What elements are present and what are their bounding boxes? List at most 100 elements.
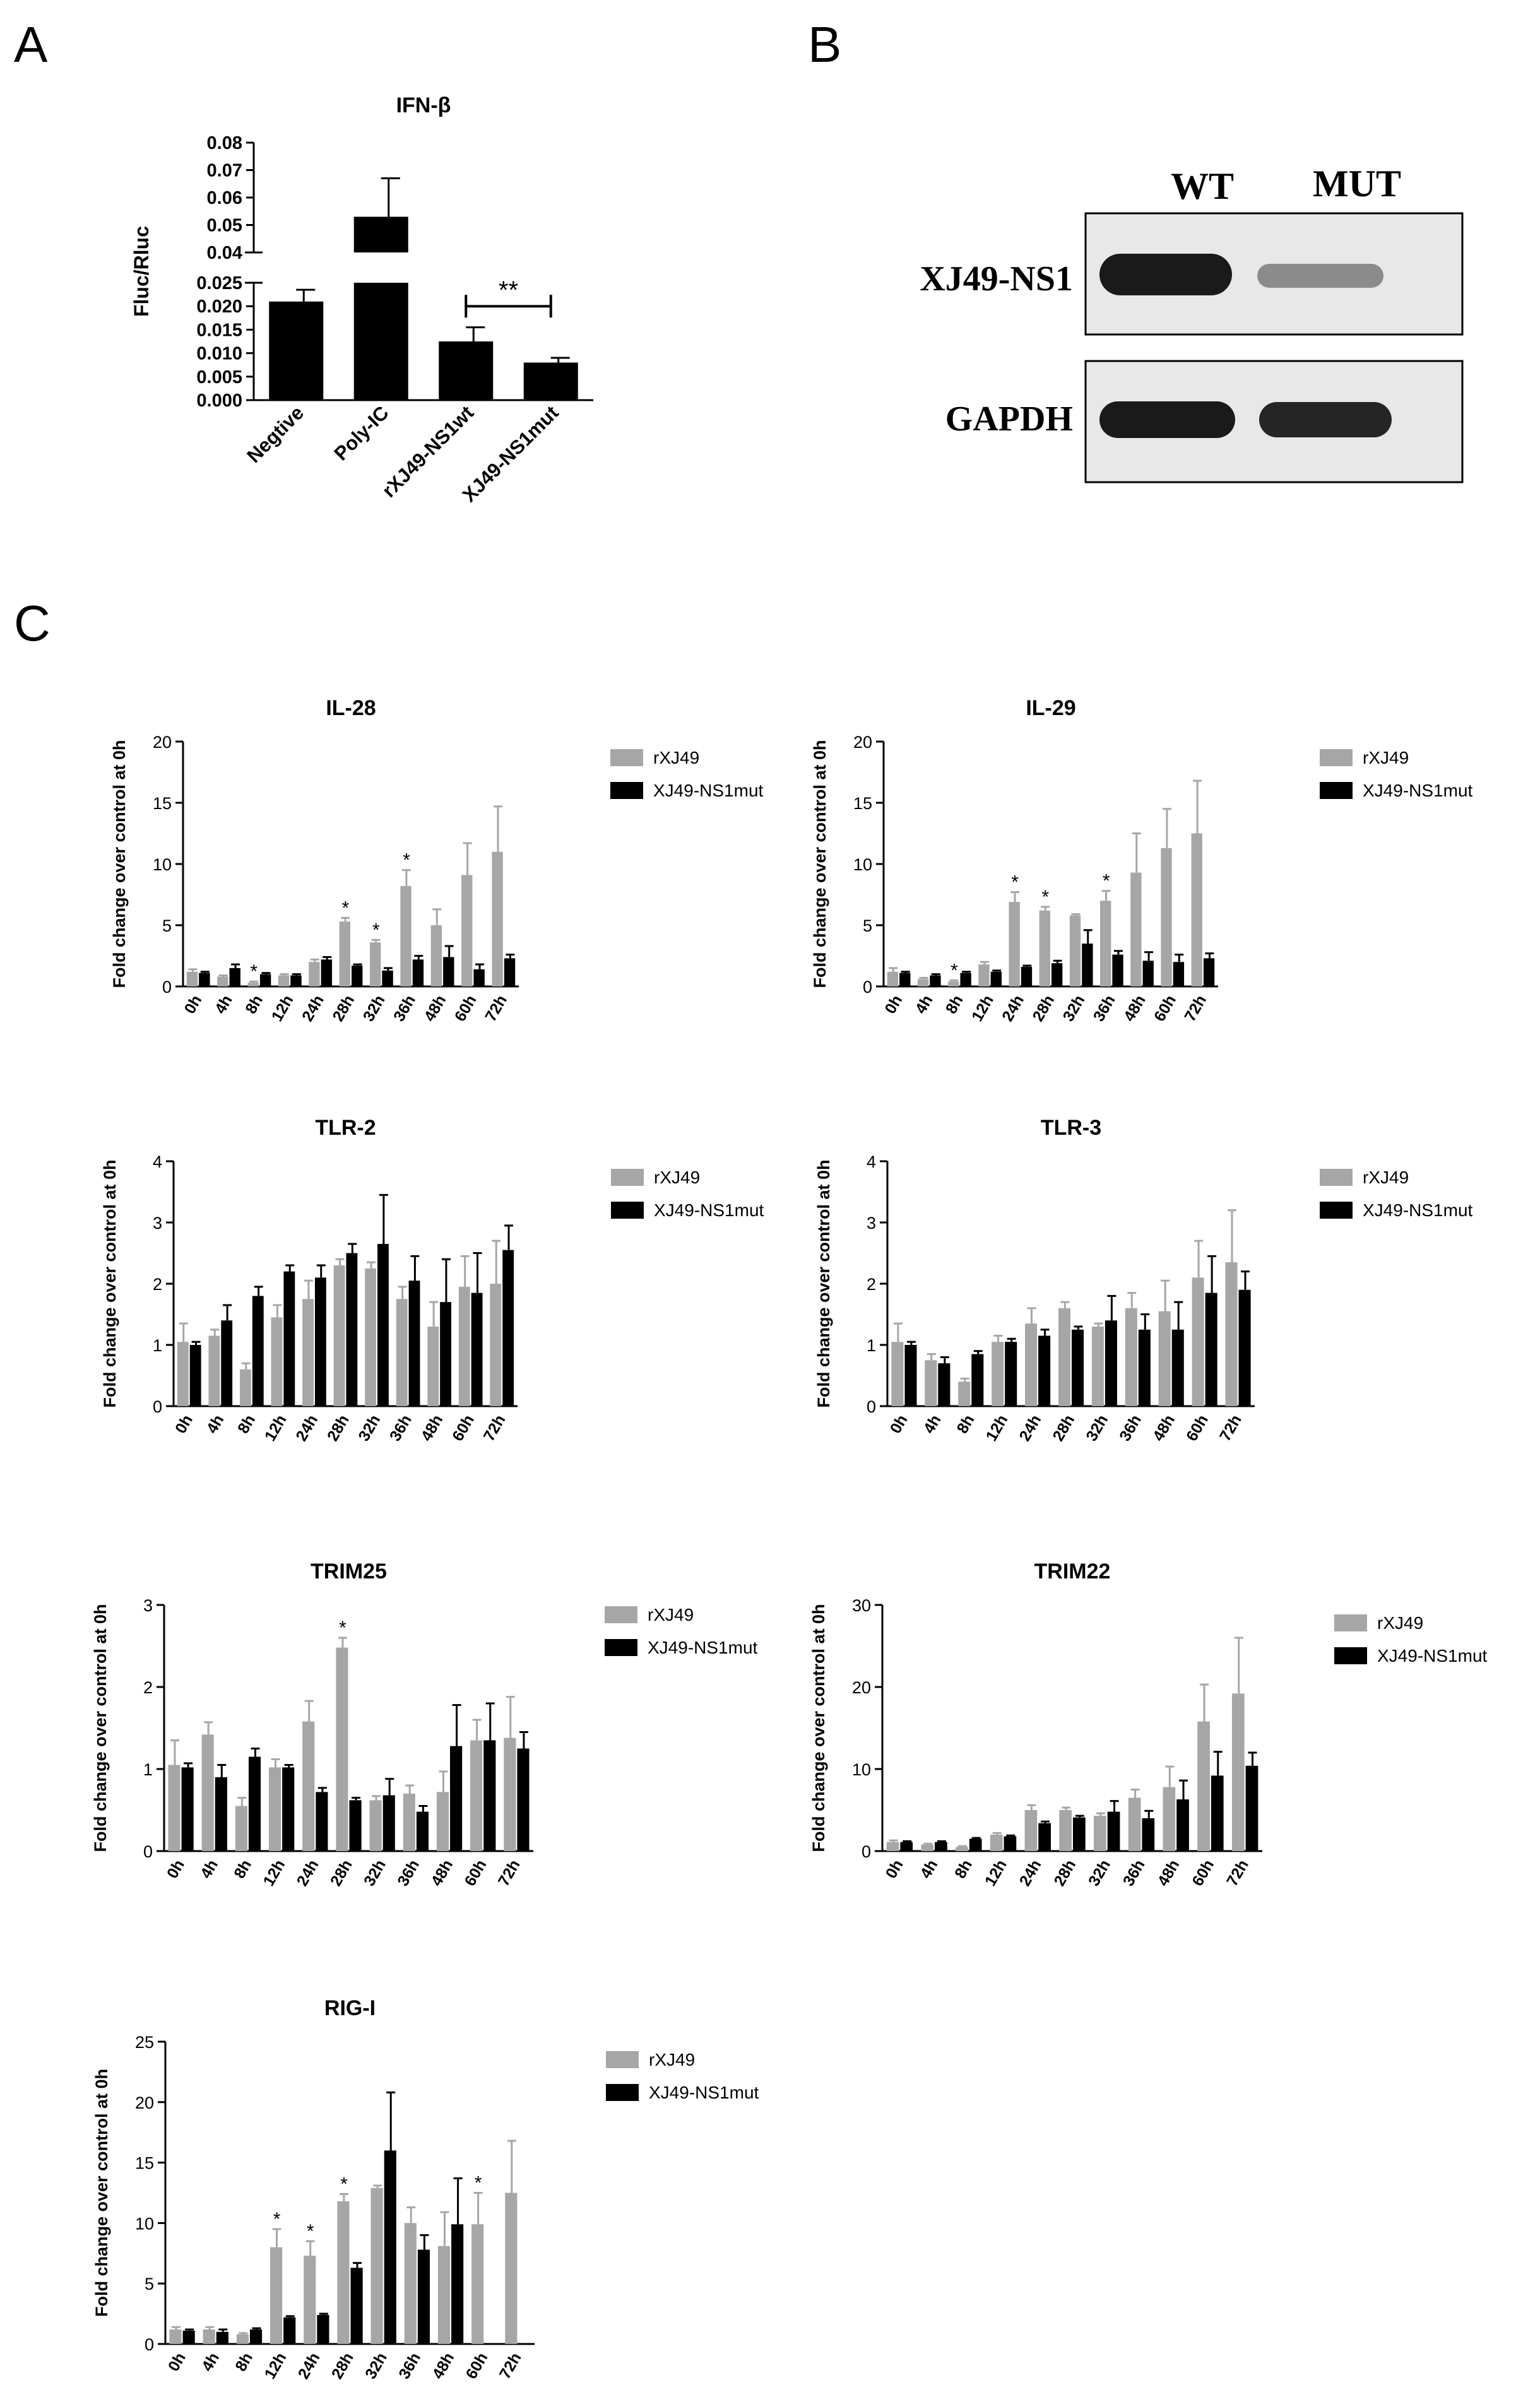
x-tick-label: 60h	[1183, 1412, 1212, 1444]
bar-rxj49	[958, 1382, 971, 1406]
bar-rxj49	[1130, 872, 1142, 986]
y-tick-label: 0.010	[196, 344, 242, 364]
y-tick-label: 15	[135, 2154, 154, 2173]
bar-ns1mut	[216, 2331, 228, 2344]
y-tick-label: 0	[863, 978, 872, 997]
bar-ns1mut	[960, 973, 971, 986]
legend-label-ns1mut: XJ49-NS1mut	[648, 1638, 758, 1657]
bar-rxj49	[504, 1737, 516, 1851]
significance-star: *	[1103, 871, 1110, 892]
x-tick-label: 8h	[232, 2350, 256, 2374]
x-tick-label: 60h	[1188, 1857, 1217, 1889]
y-tick-label: 30	[852, 1596, 871, 1615]
y-axis-label: Fluc/Rluc	[130, 226, 153, 317]
bar-rxj49	[1197, 1721, 1210, 1851]
x-tick-label: 12h	[983, 1412, 1012, 1444]
legend-label-rxj49: rXJ49	[1363, 1168, 1409, 1187]
x-tick-label: 24h	[292, 1412, 321, 1444]
legend-swatch-ns1mut	[1320, 782, 1353, 799]
x-tick-label: 24h	[295, 2350, 324, 2382]
bar-ns1mut	[990, 971, 1002, 986]
legend-label-rxj49: rXJ49	[653, 748, 699, 767]
bar-ns1mut	[384, 2150, 396, 2344]
bar-ns1mut	[412, 959, 424, 986]
legend-label-rxj49: rXJ49	[648, 1605, 694, 1625]
x-tick-label: 32h	[1060, 992, 1089, 1024]
y-tick-label: 5	[145, 2275, 154, 2293]
bar-rxj49	[336, 1647, 348, 1851]
x-tick-label: 36h	[1116, 1412, 1145, 1444]
panel-c-il28-chart: IL-28 Fold change over control at 0h 0 5 10 1…	[110, 696, 764, 1024]
blot-lane-label-mut: MUT	[1313, 163, 1401, 204]
bar-ns1mut	[346, 1253, 358, 1406]
bar-rxj49	[1191, 833, 1202, 986]
y-tick-label: 0.05	[207, 216, 242, 236]
panel-a-ifn-beta-chart: IFN-β Fluc/Rluc 0.04 0.05 0.06 0.07 0.08 0.000 0…	[130, 93, 593, 506]
bar-rxj49	[1094, 1816, 1106, 1851]
y-tick-label: 0	[143, 1842, 153, 1861]
bar-rxj49	[437, 2246, 451, 2344]
x-tick-label: 0h	[181, 992, 206, 1017]
x-tick-label: 28h	[324, 1412, 353, 1444]
bar-rxj49	[1192, 1277, 1204, 1406]
legend-label-ns1mut: XJ49-NS1mut	[1377, 1646, 1488, 1666]
x-tick-label: 8h	[234, 1412, 259, 1436]
legend-swatch-ns1mut	[1334, 1647, 1367, 1664]
x-tick-label: 36h	[395, 2350, 424, 2382]
bar-ns1mut	[352, 966, 363, 986]
legend-label-ns1mut: XJ49-NS1mut	[649, 2083, 759, 2102]
bar-ns1mut	[440, 1302, 451, 1406]
x-tick-label: 28h	[1029, 992, 1058, 1024]
bar-ns1mut	[1073, 1817, 1086, 1851]
bar-ns1mut	[971, 1354, 984, 1406]
bar-ns1mut	[1211, 1775, 1224, 1851]
y-tick-label: 20	[852, 1678, 871, 1697]
bar	[523, 362, 578, 400]
bar-rxj49	[887, 971, 899, 986]
bar-rxj49	[337, 2201, 350, 2344]
y-tick-label: 0	[862, 1842, 871, 1861]
bar-ns1mut	[349, 1800, 362, 1851]
bar-rxj49	[400, 885, 412, 986]
bar-rxj49	[1009, 902, 1020, 986]
x-tick-label: 0h	[881, 992, 906, 1017]
x-tick-label: 48h	[427, 1857, 456, 1889]
x-tick-label: 72h	[1216, 1412, 1245, 1444]
chart-title: IL-28	[326, 696, 376, 720]
legend-swatch-rxj49	[605, 1606, 637, 1623]
bar-ns1mut	[904, 1345, 917, 1406]
bar-rxj49	[1091, 1326, 1104, 1406]
x-tick-label: 36h	[390, 992, 419, 1024]
bar-rxj49	[891, 1342, 904, 1406]
legend-label-rxj49: rXJ49	[649, 2050, 695, 2069]
y-tick-label: 0.000	[196, 391, 242, 411]
bar-ns1mut	[408, 1281, 420, 1406]
bar-rxj49	[240, 1369, 251, 1406]
bar-rxj49	[1158, 1311, 1171, 1406]
x-tick-label: 72h	[495, 1857, 524, 1889]
bar-ns1mut	[199, 973, 210, 986]
x-tick-label: 12h	[981, 1857, 1010, 1889]
significance-star: *	[475, 2173, 482, 2194]
x-tick-label: 8h	[951, 1857, 976, 1881]
y-axis-label: Fold change over control at 0h	[810, 740, 829, 988]
panel-c-tlr2-chart: TLR-2 Fold change over control at 0h 0 1 2 3 4…	[100, 1116, 764, 1444]
legend-label-rxj49: rXJ49	[654, 1168, 700, 1187]
y-tick-label: 3	[867, 1214, 876, 1233]
legend-label-ns1mut: XJ49-NS1mut	[1363, 1200, 1473, 1220]
legend-swatch-ns1mut	[611, 1202, 644, 1219]
x-tick-label: 48h	[429, 2350, 458, 2382]
bar-rxj49	[403, 1794, 415, 1851]
bar-rxj49	[461, 875, 473, 986]
x-tick-label: 36h	[394, 1857, 423, 1889]
x-tick-label: Poly-IC	[329, 401, 393, 465]
bar-ns1mut	[1238, 1289, 1251, 1406]
blot-row-label-ns1: XJ49-NS1	[920, 259, 1073, 299]
x-tick-label: 32h	[1085, 1857, 1114, 1889]
blot-band-ns1-wt	[1099, 254, 1232, 295]
bar-rxj49	[886, 1842, 899, 1851]
bar-ns1mut	[181, 1767, 194, 1851]
x-tick-label: 24h	[293, 1857, 323, 1889]
bar-rxj49	[490, 1284, 502, 1406]
bar-rxj49	[1025, 1323, 1038, 1406]
